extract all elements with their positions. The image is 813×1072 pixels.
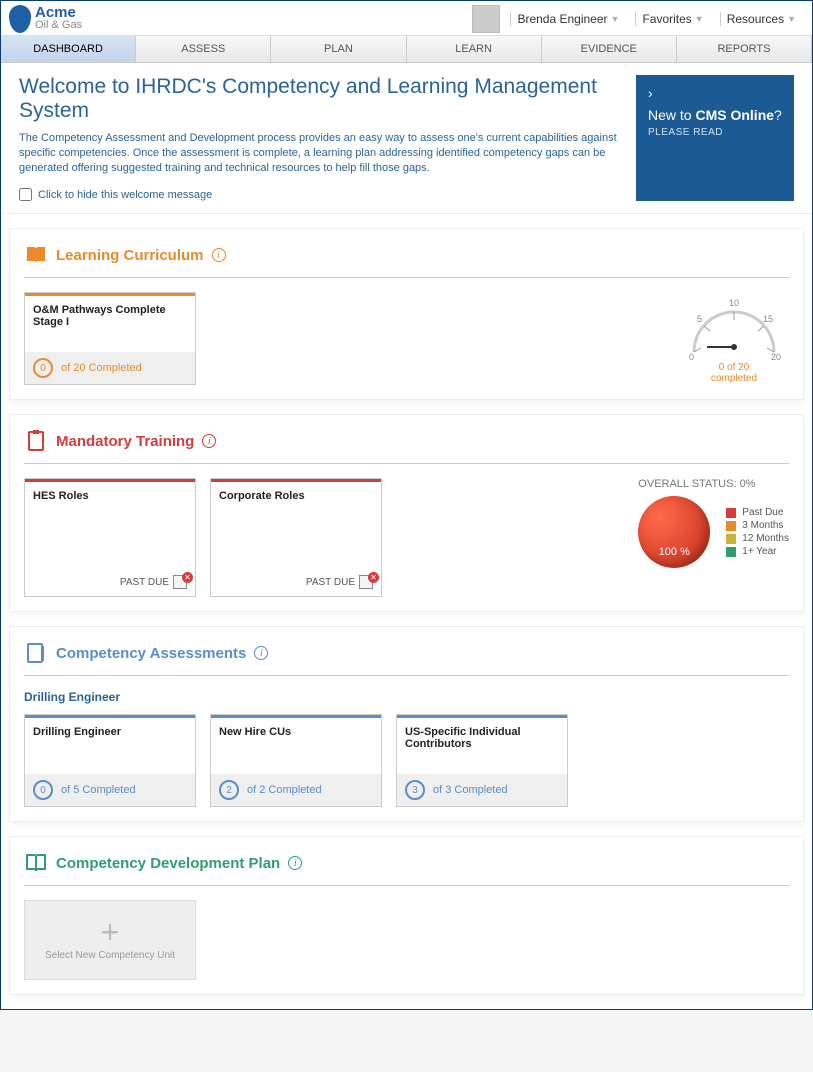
svg-text:15: 15: [763, 314, 773, 324]
learning-curriculum-section: Learning Curriculum i O&M Pathways Compl…: [9, 228, 804, 400]
tab-evidence[interactable]: EVIDENCE: [542, 36, 677, 62]
gauge-label: 0 of 20: [679, 362, 789, 373]
development-plan-section: Competency Development Plan i + Select N…: [9, 836, 804, 995]
assessment-group-title: Drilling Engineer: [24, 690, 789, 704]
chevron-down-icon: ▼: [787, 14, 796, 24]
legend-item: Past Due: [726, 507, 789, 518]
overall-status: OVERALL STATUS: 0% 100 % Past Due 3 Mont…: [638, 478, 789, 597]
training-card[interactable]: Corporate Roles PAST DUE ✕: [210, 478, 382, 597]
legend-item: 3 Months: [726, 520, 789, 531]
card-title: Drilling Engineer: [25, 718, 195, 774]
progress-gauge: 0 5 10 15 20 0 of 20 completed: [679, 292, 789, 385]
assessment-card[interactable]: Drilling Engineer 0 of 5 Completed: [24, 714, 196, 807]
assessment-card[interactable]: US-Specific Individual Contributors 3 of…: [396, 714, 568, 807]
mandatory-training-section: Mandatory Training i HES Roles PAST DUE …: [9, 414, 804, 612]
count-badge: 2: [219, 780, 239, 800]
count-badge: 0: [33, 358, 53, 378]
count-badge: 3: [405, 780, 425, 800]
user-menu[interactable]: Brenda Engineer▼: [510, 12, 625, 26]
card-title: Corporate Roles: [211, 482, 381, 538]
card-progress-label: of 5 Completed: [61, 784, 136, 796]
card-title: New Hire CUs: [211, 718, 381, 774]
svg-text:20: 20: [771, 352, 781, 362]
info-icon[interactable]: i: [288, 856, 302, 870]
card-progress-label: of 20 Completed: [61, 362, 142, 374]
past-due-label: PAST DUE: [306, 577, 355, 588]
card-title: HES Roles: [25, 482, 195, 538]
card-progress-label: of 3 Completed: [433, 784, 508, 796]
tab-assess[interactable]: ASSESS: [136, 36, 271, 62]
avatar[interactable]: [472, 5, 500, 33]
add-label: Select New Competency Unit: [45, 950, 175, 961]
tab-learn[interactable]: LEARN: [407, 36, 542, 62]
tab-plan[interactable]: PLAN: [271, 36, 406, 62]
welcome-title: Welcome to IHRDC's Competency and Learni…: [19, 75, 622, 123]
overall-status-label: OVERALL STATUS: 0%: [638, 478, 789, 490]
info-icon[interactable]: i: [212, 248, 226, 262]
card-title: O&M Pathways Complete Stage I: [25, 296, 195, 352]
tab-dashboard[interactable]: DASHBOARD: [1, 36, 136, 62]
info-icon[interactable]: i: [254, 646, 268, 660]
section-title: Learning Curriculum: [56, 247, 204, 264]
status-pie: 100 %: [638, 496, 710, 568]
calendar-overdue-icon: ✕: [173, 574, 189, 590]
svg-text:5: 5: [697, 314, 702, 324]
clipboard-check-icon: [24, 641, 48, 665]
cms-online-promo[interactable]: › New to CMS Online? PLEASE READ: [636, 75, 794, 201]
plus-icon: +: [101, 920, 120, 944]
book-open-icon: [24, 851, 48, 875]
favorites-menu[interactable]: Favorites▼: [635, 12, 709, 26]
info-icon[interactable]: i: [202, 434, 216, 448]
section-title: Mandatory Training: [56, 433, 194, 450]
competency-assessments-section: Competency Assessments i Drilling Engine…: [9, 626, 804, 822]
svg-text:10: 10: [729, 298, 739, 308]
logo-drop-icon: [9, 5, 31, 33]
add-competency-unit-button[interactable]: + Select New Competency Unit: [24, 900, 196, 980]
curriculum-card[interactable]: O&M Pathways Complete Stage I 0 of 20 Co…: [24, 292, 196, 385]
hide-welcome-input[interactable]: [19, 188, 32, 201]
svg-text:0: 0: [689, 352, 694, 362]
section-title: Competency Development Plan: [56, 855, 280, 872]
welcome-description: The Competency Assessment and Developmen…: [19, 131, 622, 176]
welcome-panel: Welcome to IHRDC's Competency and Learni…: [1, 63, 812, 214]
cms-promo-title: New to CMS Online?: [648, 107, 782, 123]
chevron-down-icon: ▼: [695, 14, 704, 24]
section-title: Competency Assessments: [56, 645, 246, 662]
logo-text: AcmeOil & Gas: [35, 7, 82, 31]
chevron-right-icon: ›: [648, 85, 782, 101]
top-bar: AcmeOil & Gas Brenda Engineer▼ Favorites…: [1, 1, 812, 36]
training-card[interactable]: HES Roles PAST DUE ✕: [24, 478, 196, 597]
clipboard-icon: [24, 429, 48, 453]
chevron-down-icon: ▼: [611, 14, 620, 24]
calendar-overdue-icon: ✕: [359, 574, 375, 590]
resources-menu[interactable]: Resources▼: [720, 12, 802, 26]
book-icon: [24, 243, 48, 267]
main-nav: DASHBOARD ASSESS PLAN LEARN EVIDENCE REP…: [1, 36, 812, 63]
assessment-card[interactable]: New Hire CUs 2 of 2 Completed: [210, 714, 382, 807]
gauge-label: completed: [679, 373, 789, 384]
card-progress-label: of 2 Completed: [247, 784, 322, 796]
count-badge: 0: [33, 780, 53, 800]
legend-item: 12 Months: [726, 533, 789, 544]
past-due-label: PAST DUE: [120, 577, 169, 588]
hide-welcome-checkbox[interactable]: Click to hide this welcome message: [19, 188, 622, 201]
card-title: US-Specific Individual Contributors: [397, 718, 567, 774]
legend-item: 1+ Year: [726, 546, 789, 557]
cms-promo-subtitle: PLEASE READ: [648, 127, 782, 138]
tab-reports[interactable]: REPORTS: [677, 36, 812, 62]
logo[interactable]: AcmeOil & Gas: [9, 5, 82, 33]
